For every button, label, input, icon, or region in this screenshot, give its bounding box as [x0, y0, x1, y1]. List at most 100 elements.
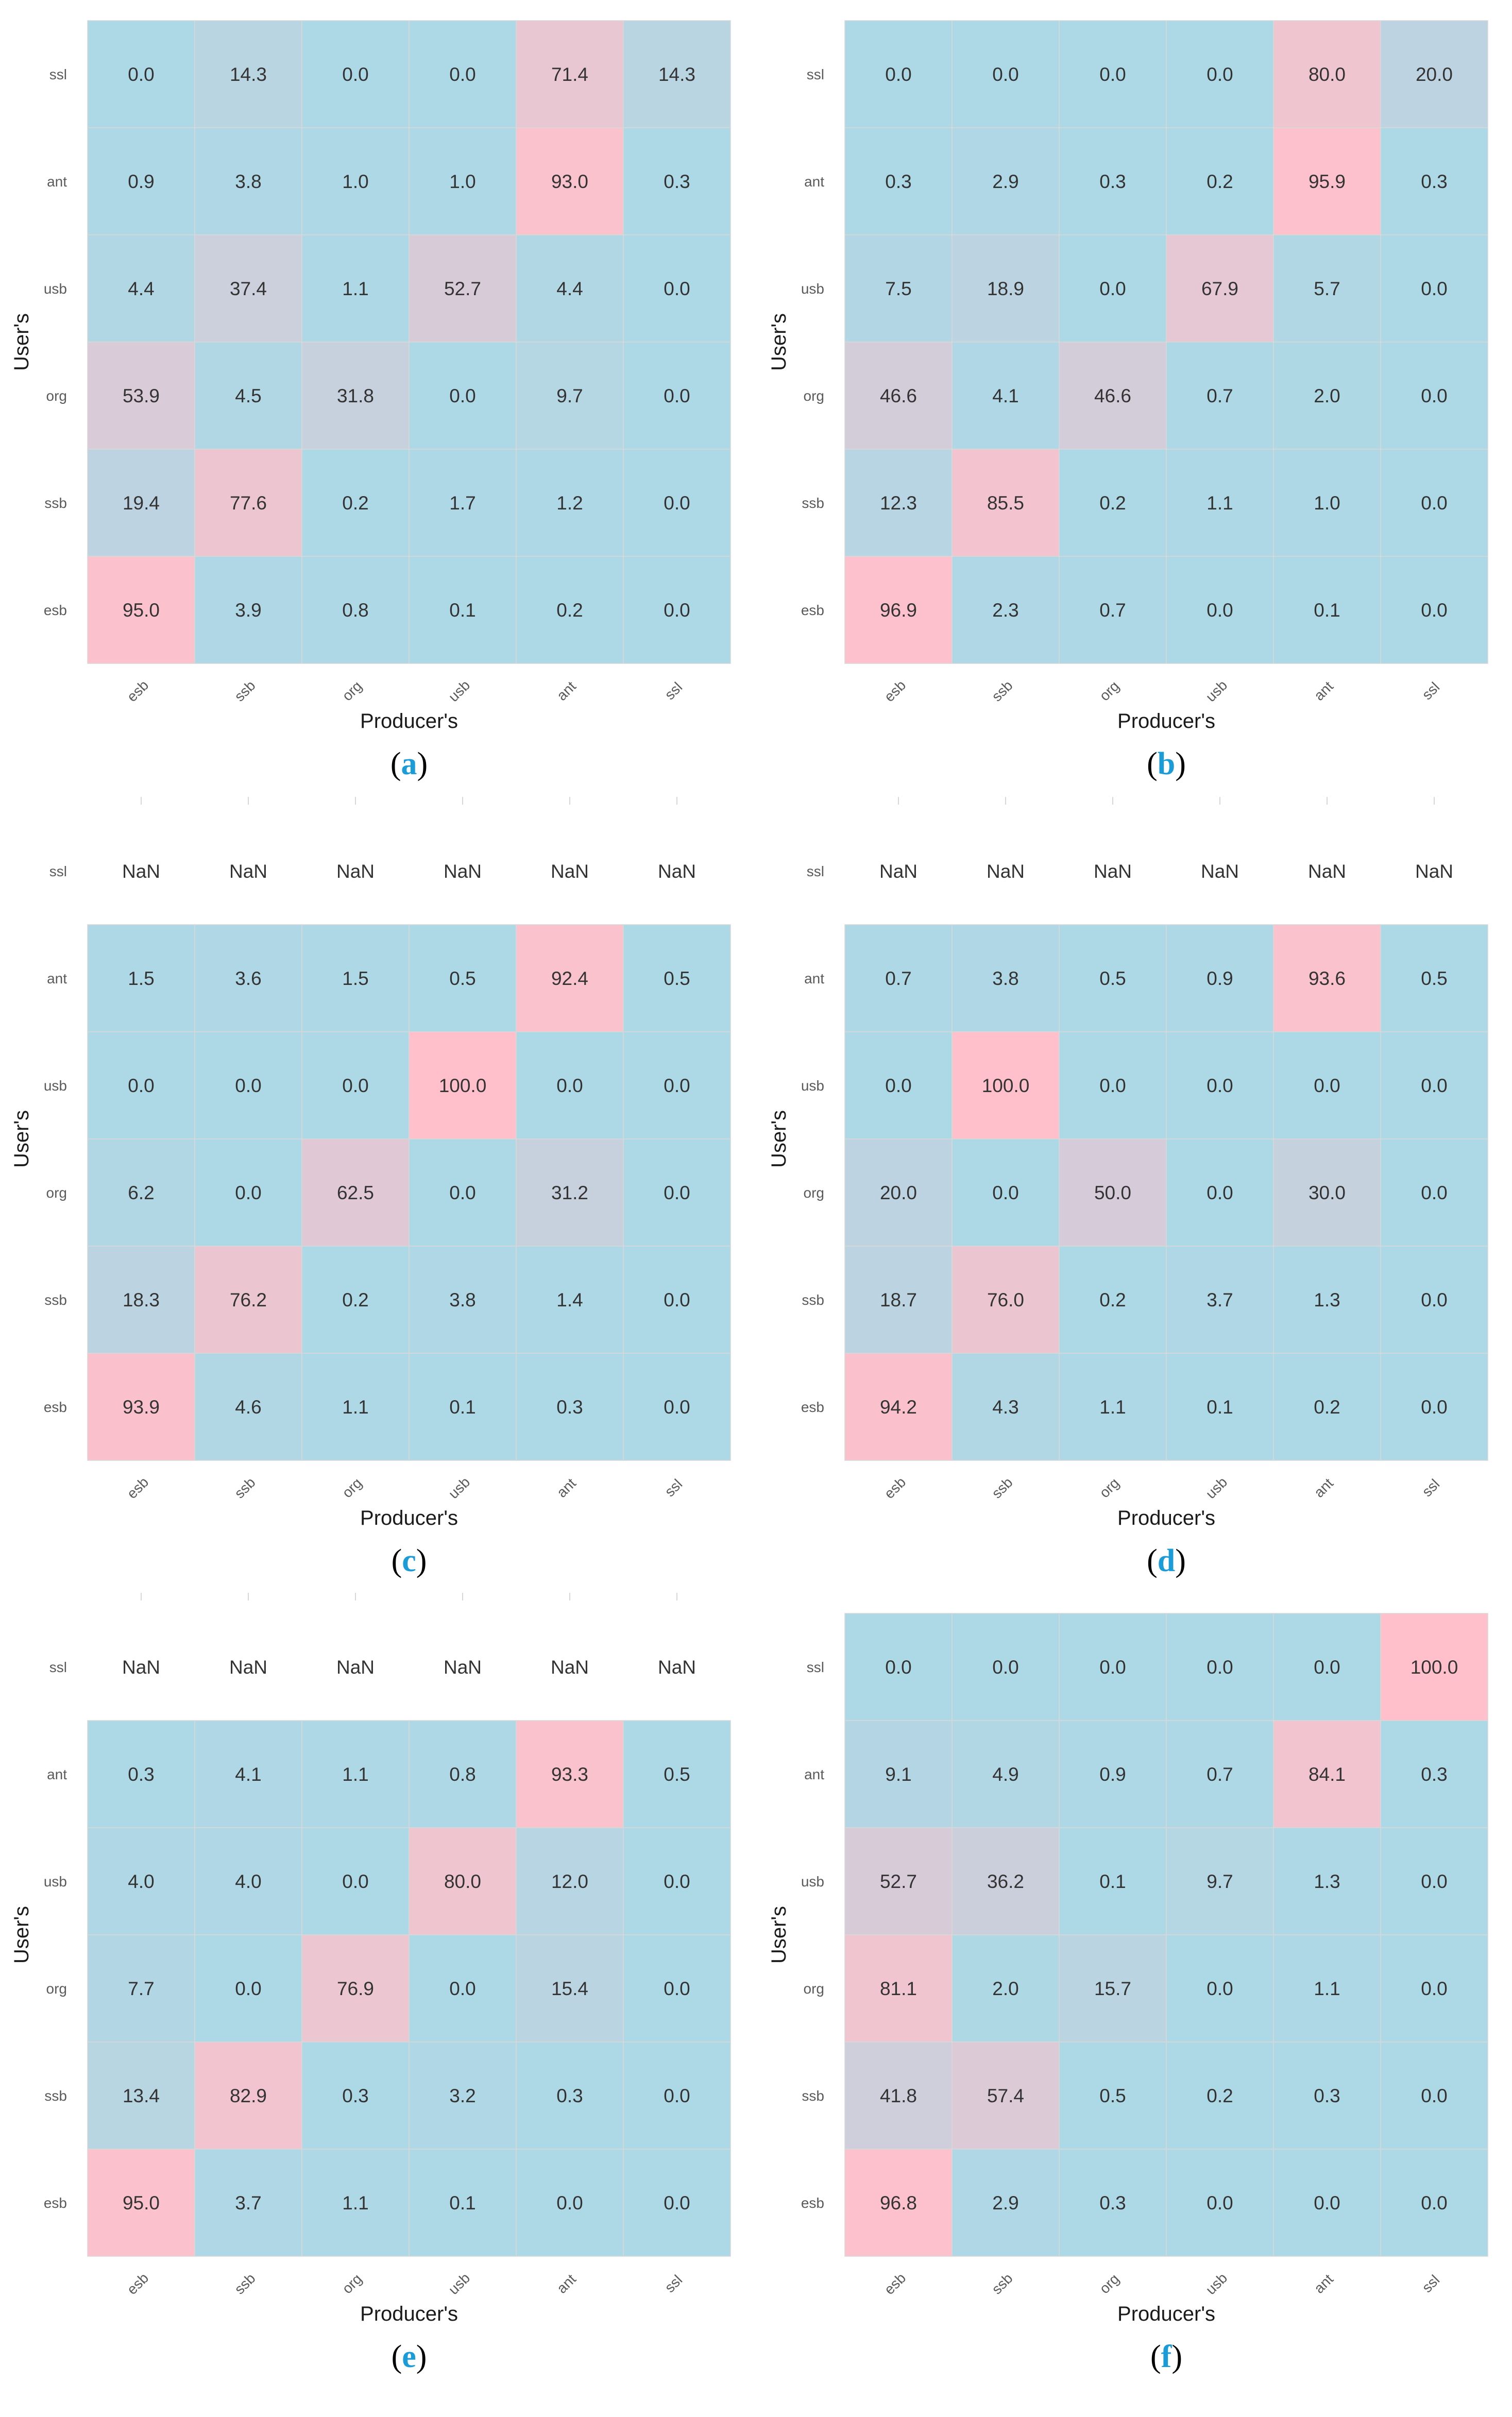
- x-tick-label: ant: [1311, 1475, 1337, 1501]
- heatmap-cell: [952, 556, 1060, 664]
- heatmap-cell-label: 0.0: [1314, 1657, 1340, 1678]
- x-tick-label: ant: [1311, 678, 1337, 704]
- x-tick-label: ant: [554, 2271, 580, 2296]
- heatmap-cell-label: 0.0: [885, 1657, 911, 1678]
- heatmap-cell-label: 0.0: [664, 1182, 690, 1203]
- heatmap-cell: [1380, 20, 1488, 128]
- heatmap-cell-label: 6.2: [128, 1182, 154, 1203]
- heatmap-cell-label: 1.1: [342, 278, 368, 299]
- heatmap-cell-label: 94.2: [880, 1397, 917, 1418]
- caption-letter: b: [1157, 746, 1176, 781]
- heatmap-cell-label: NaN: [551, 861, 589, 882]
- heatmap-cell-label: 0.3: [1314, 2085, 1340, 2106]
- heatmap-plot-area: NaN NaN NaN NaN NaN NaN 1.5 3.6 1.5 0.5 92.4 0.5 0.0…: [10, 797, 731, 1529]
- heatmap-cell-label: NaN: [444, 861, 482, 882]
- heatmap-cell: [952, 20, 1060, 128]
- y-tick-label: ssl: [49, 863, 67, 879]
- caption-letter: c: [402, 1543, 416, 1578]
- heatmap-cell-label: 0.0: [664, 2085, 690, 2106]
- x-tick-label: org: [339, 1475, 365, 1501]
- heatmap-cell: [1273, 1031, 1381, 1139]
- heatmap-cell-label: 1.0: [342, 171, 368, 192]
- heatmap-cell-label: 0.0: [449, 385, 475, 406]
- heatmap-cell: [516, 342, 624, 450]
- x-tick-label: usb: [445, 677, 473, 705]
- heatmap-cell-label: 0.9: [128, 171, 154, 192]
- heatmap-cell-label: 0.5: [664, 968, 690, 989]
- heatmap-cell: [87, 2041, 195, 2150]
- heatmap-cell-label: NaN: [1094, 861, 1132, 882]
- heatmap-cell-label: 0.0: [556, 2192, 583, 2214]
- heatmap-cell: [301, 20, 410, 128]
- heatmap-cell: [844, 449, 953, 557]
- heatmap-cell-label: 1.5: [342, 968, 368, 989]
- heatmap-cell: [301, 1353, 410, 1461]
- x-tick-label: org: [1096, 678, 1123, 704]
- heatmap-cell-label: 0.0: [664, 600, 690, 621]
- heatmap-cell-label: 0.5: [1099, 2085, 1126, 2106]
- heatmap-cell-label: NaN: [336, 861, 375, 882]
- y-tick-label: org: [804, 1185, 824, 1201]
- heatmap-cell-label: 31.2: [551, 1182, 588, 1203]
- heatmap-cell: [1166, 1827, 1274, 1935]
- heatmap-cell-label: 1.3: [1314, 1289, 1340, 1310]
- x-tick-label: ssb: [989, 2270, 1016, 2297]
- caption-paren: ): [416, 1543, 427, 1578]
- heatmap-cell: [1059, 1353, 1167, 1461]
- heatmap-cell: [1059, 1613, 1167, 1721]
- heatmap-cell-label: 18.7: [880, 1289, 917, 1310]
- heatmap-cell: [87, 20, 195, 128]
- y-axis-title: User's: [768, 313, 790, 371]
- heatmap-cell: [87, 1934, 195, 2042]
- heatmap-cell-label: 95.9: [1309, 171, 1346, 192]
- heatmap-cell: [409, 2041, 517, 2150]
- heatmap-cell: [301, 1031, 410, 1139]
- heatmap-cell-label: 0.0: [992, 1657, 1018, 1678]
- heatmap-cell: [1273, 1353, 1381, 1461]
- heatmap-cell: [1380, 1031, 1488, 1139]
- heatmap-cell-label: 100.0: [439, 1075, 487, 1096]
- heatmap-cell-label: 0.0: [1421, 2192, 1447, 2214]
- heatmap-cell-label: 0.0: [342, 1075, 368, 1096]
- x-tick-label: esb: [881, 2270, 909, 2297]
- heatmap-cell: [516, 1827, 624, 1935]
- x-tick-label: esb: [124, 677, 151, 705]
- heatmap-cell: [1059, 1138, 1167, 1247]
- heatmap-cell-label: 0.3: [556, 2085, 583, 2106]
- caption-paren: ): [1175, 746, 1186, 781]
- heatmap-cell: [623, 1246, 731, 1354]
- heatmap-cell-label: NaN: [987, 861, 1025, 882]
- heatmap-cell-label: 0.3: [664, 171, 690, 192]
- heatmap-cell: [1273, 1246, 1381, 1354]
- heatmap-cell: [301, 2149, 410, 2257]
- heatmap-cell-label: 0.0: [1207, 1075, 1233, 1096]
- heatmap-cell: [409, 342, 517, 450]
- caption-paren: (: [1147, 746, 1158, 781]
- heatmap-cell: [952, 1031, 1060, 1139]
- heatmap-cell-label: 4.1: [235, 1764, 261, 1785]
- heatmap-cell: [1059, 342, 1167, 450]
- heatmap-cell-label: 0.0: [235, 1978, 261, 1999]
- heatmap-cell: [952, 1138, 1060, 1247]
- heatmap-cell: [1166, 20, 1274, 128]
- y-tick-label: ssb: [802, 495, 824, 511]
- heatmap-cell-label: 0.0: [235, 1182, 261, 1203]
- heatmap-cell: [409, 1246, 517, 1354]
- x-tick-label: ant: [1311, 2271, 1337, 2296]
- heatmap-cell-label: 0.0: [128, 1075, 154, 1096]
- heatmap-cell: [844, 1138, 953, 1247]
- heatmap-cell: [516, 234, 624, 343]
- heatmap-cell-label: 0.0: [1421, 1978, 1447, 1999]
- heatmap-cell: [1380, 1934, 1488, 2042]
- heatmap-cell: [409, 1138, 517, 1247]
- heatmap-cell: [1273, 556, 1381, 664]
- heatmap-cell-label: NaN: [658, 861, 696, 882]
- x-axis-title: Producer's: [360, 1507, 458, 1529]
- heatmap-cell-label: 0.0: [1207, 1657, 1233, 1678]
- heatmap-cell-label: NaN: [879, 861, 918, 882]
- heatmap-cell: [409, 2149, 517, 2257]
- heatmap-cell-label: 0.2: [1099, 1289, 1126, 1310]
- y-tick-label: ant: [804, 1766, 824, 1782]
- heatmap-cell: [194, 1353, 302, 1461]
- x-axis-title: Producer's: [360, 710, 458, 733]
